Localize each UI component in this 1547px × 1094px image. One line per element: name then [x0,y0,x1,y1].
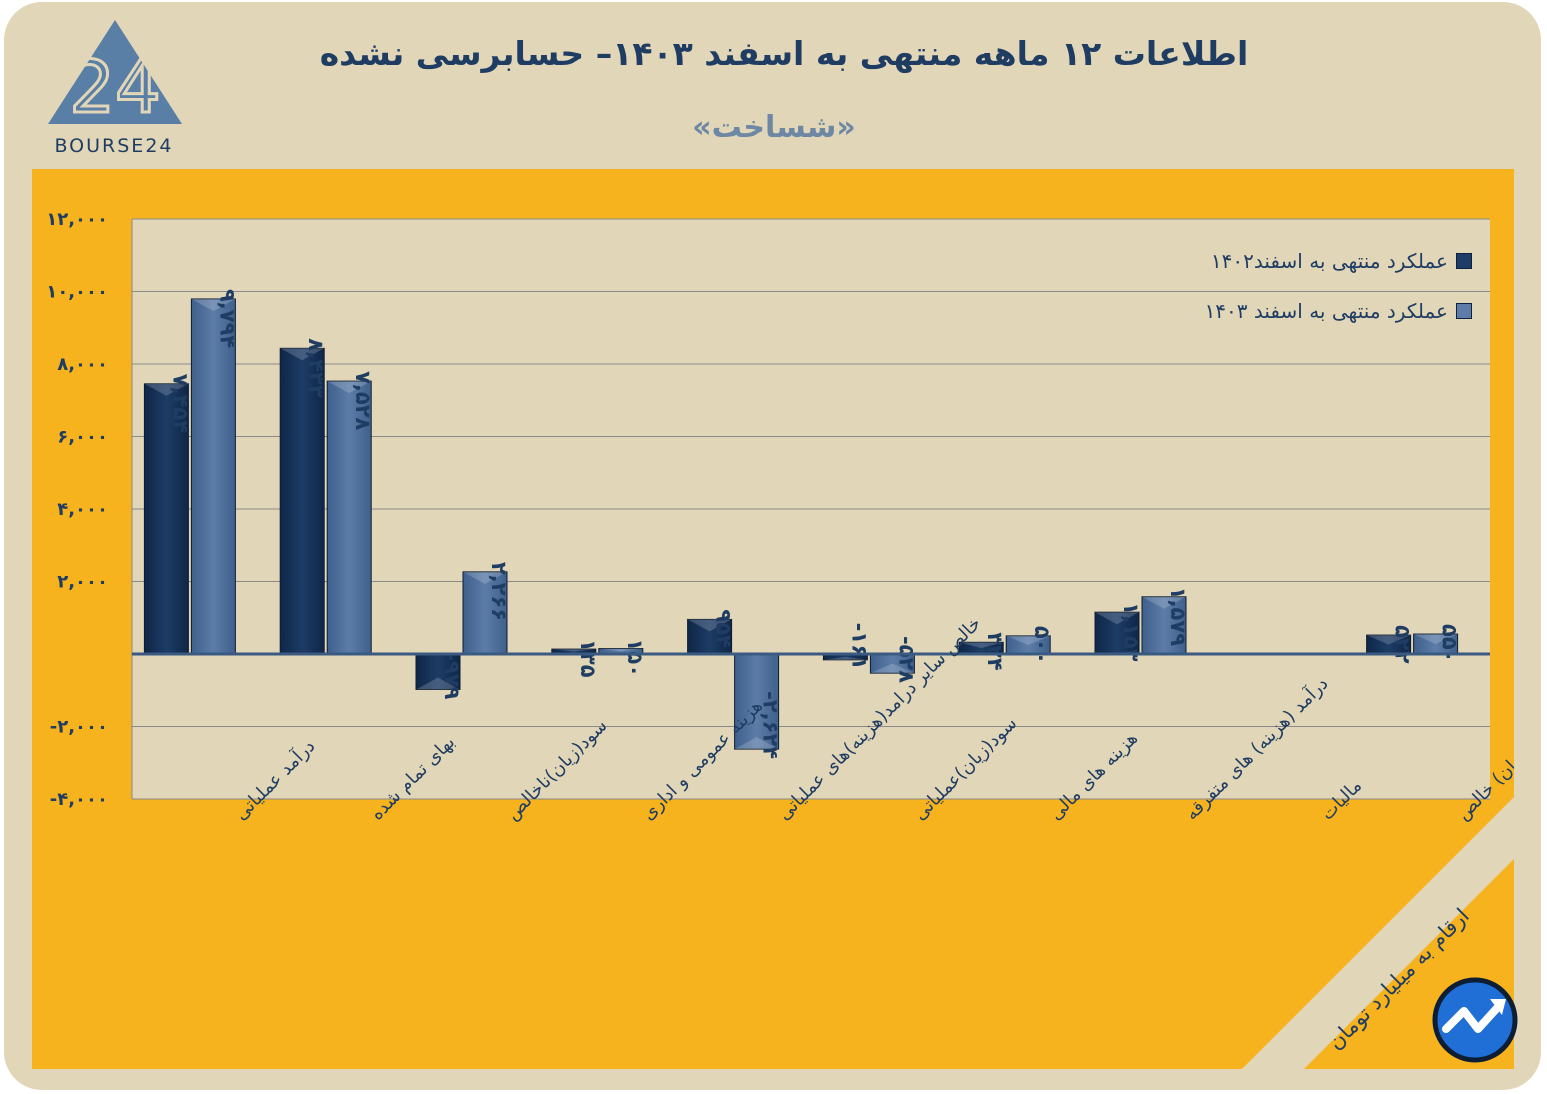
data-label: -۹۷۹ [440,652,464,699]
logo-text: BOURSE24 [54,135,173,156]
bar-1403 [326,380,372,655]
data-label: ۹,۷۹۴ [215,289,239,348]
y-tick-label: ۱۰,۰۰۰ [46,282,108,303]
bar-bevel [1366,635,1411,645]
bar-bevel [598,648,643,652]
data-label: ۱۵۰ [623,639,647,677]
page-frame: -۴,۰۰۰ -۲,۰۰۰ ۲,۰۰۰ ۴,۰۰۰ ۶,۰۰۰ ۸,۰۰۰ ۱۰,۰۰۰ ۱۲… [4,2,1541,1090]
bar-bevel [144,383,189,396]
bar-chart: -۴,۰۰۰ -۲,۰۰۰ ۲,۰۰۰ ۴,۰۰۰ ۶,۰۰۰ ۸,۰۰۰ ۱۰,۰۰۰ ۱۲… [46,209,1514,1069]
bar-bevel [959,642,1004,649]
bar-1403 [1141,596,1187,655]
data-label: -۲,۶۲۴ [759,691,783,759]
y-tick-label: ۸,۰۰۰ [57,354,108,375]
y-tick-label: -۴,۰۰۰ [50,789,108,810]
bar-bevel [280,348,325,361]
corner-stripe [1242,797,1514,1069]
bar-bevel [823,656,868,660]
data-label: ۲,۲۶۶ [487,562,511,621]
data-label: ۳۲۴ [983,632,1007,671]
bar-bevel [1006,635,1051,645]
data-label: ۹۵۴ [712,609,736,648]
svg-text:24: 24 [69,45,161,129]
data-label: -۵۲۸ [894,636,918,683]
bar-1402 [415,653,461,690]
bar-bevel [416,677,460,690]
bar-1403 [190,298,236,655]
legend-label-1403: عملکرد منتهی به اسفند ۱۴۰۳ [1204,299,1448,323]
data-label: ۷,۴۵۴ [168,374,192,433]
legend-swatch-1402 [1456,253,1472,269]
chart-area: -۴,۰۰۰ -۲,۰۰۰ ۲,۰۰۰ ۴,۰۰۰ ۶,۰۰۰ ۸,۰۰۰ ۱۰,۰۰۰ ۱۲… [32,169,1514,1069]
y-tick-label: ۱۲,۰۰۰ [46,209,108,230]
chart-legend: عملکرد منتهی به اسفند۱۴۰۲ عملکرد منتهی ب… [1162,246,1472,346]
y-tick-label: ۴,۰۰۰ [57,499,108,520]
page-subtitle: «شساخت» [692,110,856,145]
y-tick-label: ۲,۰۰۰ [57,572,108,593]
legend-item-1402: عملکرد منتهی به اسفند۱۴۰۲ [1162,246,1472,276]
data-label: ۵۲۲ [1391,625,1415,664]
chart-trend-icon [1432,977,1518,1063]
bar-1402 [143,383,189,655]
bar-1403 [462,571,508,655]
page-title: اطلاعات ۱۲ ماهه منتهی به اسفند ۱۴۰۳– حسا… [319,34,1249,73]
data-label: ۸,۴۳۳ [304,338,328,397]
bar-bevel [191,298,236,311]
legend-item-1403: عملکرد منتهی به اسفند ۱۴۰۳ [1162,296,1472,326]
bar-bevel [1095,612,1139,625]
data-label: ۱۳۵ [576,639,600,678]
bar-1403 [734,653,780,750]
bar-bevel [1413,634,1458,645]
legend-label-1402: عملکرد منتهی به اسفند۱۴۰۲ [1210,249,1448,273]
bar-bevel [734,737,779,750]
data-label: ۱,۱۵۳ [1119,602,1143,661]
y-tick-label: ۶,۰۰۰ [57,427,108,448]
data-label: ۵۰۰ [1030,626,1054,664]
data-label: -۱۶۱ [847,623,871,670]
y-tick-label: -۲,۰۰۰ [50,717,108,738]
data-label: ۵۵۰ [1438,624,1462,662]
bar-bevel [1142,596,1186,609]
bar-bevel [463,571,507,584]
bar-bevel [551,649,596,652]
legend-swatch-1403 [1456,303,1472,319]
bar-bevel [327,381,372,394]
bar-1402 [1094,611,1140,655]
data-label: ۷,۵۲۸ [351,371,375,430]
data-label: ۱,۵۷۹ [1166,587,1190,646]
bar-bevel [687,619,732,632]
bar-bevel [870,663,915,674]
bar-1402 [687,618,733,655]
bourse24-logo: 24 BOURSE24 [40,16,200,157]
